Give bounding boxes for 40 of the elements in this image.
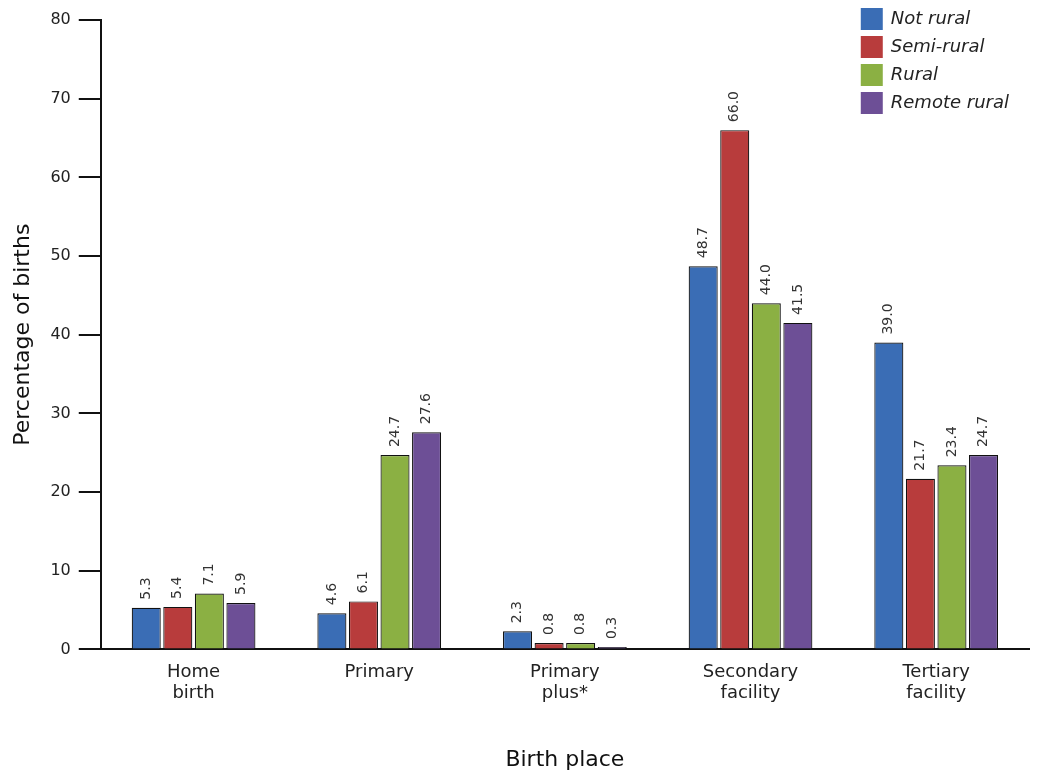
data-label: 44.0 bbox=[756, 264, 773, 296]
data-label: 2.3 bbox=[508, 601, 525, 624]
data-label: 41.5 bbox=[788, 283, 805, 315]
data-label: 6.1 bbox=[354, 571, 371, 594]
x-tick-label: Tertiary facility bbox=[901, 659, 971, 703]
data-label: 5.4 bbox=[168, 576, 185, 599]
legend-label: Remote rural bbox=[890, 90, 1010, 112]
data-label: 5.3 bbox=[136, 577, 153, 600]
x-tick-label: Secondary facility bbox=[702, 659, 799, 703]
data-label: 0.3 bbox=[602, 616, 619, 640]
y-tick-label: 10 bbox=[50, 559, 71, 579]
y-tick-label: 70 bbox=[50, 87, 71, 107]
y-tick-label: 40 bbox=[50, 323, 71, 343]
y-tick-label: 30 bbox=[50, 402, 71, 422]
data-label: 21.7 bbox=[911, 439, 928, 471]
data-label: 23.4 bbox=[942, 426, 959, 458]
legend-label: Rural bbox=[890, 62, 939, 84]
y-tick-label: 20 bbox=[50, 481, 71, 501]
data-label: 39.0 bbox=[879, 303, 896, 335]
legend-label: Semi-rural bbox=[890, 34, 985, 56]
data-label: 5.9 bbox=[231, 572, 248, 595]
data-label: 66.0 bbox=[725, 90, 742, 123]
data-label: 0.8 bbox=[571, 612, 588, 636]
y-axis-title: Percentage of births bbox=[8, 223, 34, 446]
data-label: 24.7 bbox=[974, 415, 991, 448]
x-tick-label: Home birth bbox=[167, 659, 221, 703]
x-axis-title: Birth place bbox=[505, 745, 625, 771]
data-label: 48.7 bbox=[693, 227, 710, 259]
data-label: 27.6 bbox=[417, 392, 434, 425]
y-tick-label: 50 bbox=[50, 245, 71, 265]
data-label: 0.8 bbox=[539, 612, 556, 636]
data-label: 24.7 bbox=[385, 415, 402, 448]
data-label: 7.1 bbox=[200, 563, 216, 586]
y-tick-label: 80 bbox=[50, 9, 71, 29]
y-tick-label: 60 bbox=[50, 166, 71, 186]
x-tick-label: Primary plus* bbox=[530, 659, 600, 703]
data-label: 4.6 bbox=[322, 582, 339, 606]
y-tick-label: 0 bbox=[60, 638, 71, 658]
x-tick-label: Primary bbox=[344, 659, 415, 681]
legend-label: Not rural bbox=[890, 6, 971, 28]
